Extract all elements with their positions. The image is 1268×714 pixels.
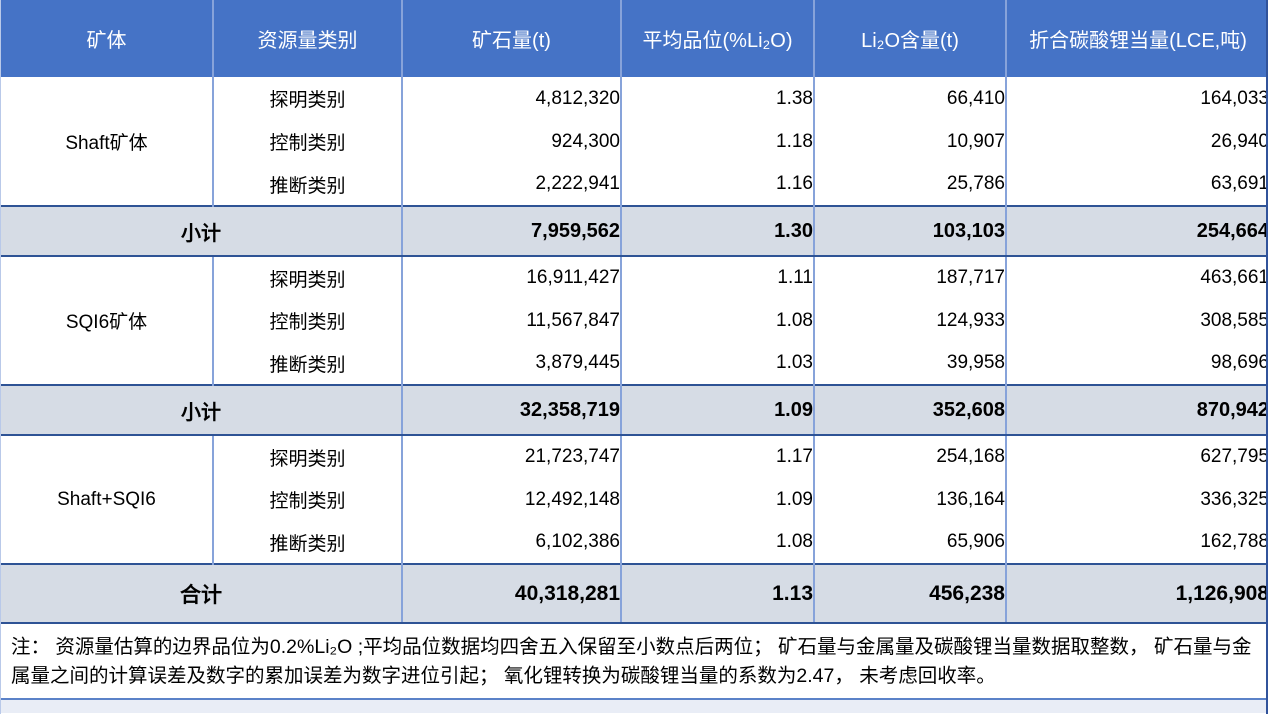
subtotal-li2o-content: 352,608 <box>813 384 1006 436</box>
table-row: SQI6矿体 探明类别 16,911,427 1.11 187,717 463,… <box>1 256 1266 385</box>
li2o-content-cell: 10,907 <box>813 120 1006 163</box>
subtotal-row: 小计 7,959,562 1.30 103,103 254,664 <box>1 205 1266 257</box>
table-row: Shaft矿体 探明类别 4,812,320 1.38 66,410 164,0… <box>1 77 1266 206</box>
orebody-cell: Shaft矿体 <box>1 77 213 206</box>
subtotal-grade: 1.09 <box>620 384 814 436</box>
subtotal-ore-tonnage: 7,959,562 <box>401 205 621 257</box>
subtotal-lce: 870,942 <box>1005 384 1266 436</box>
category-cell: 控制类别 <box>212 478 402 521</box>
subtotal-ore-tonnage: 32,358,719 <box>401 384 621 436</box>
category-cell: 探明类别 <box>212 77 402 120</box>
ore-tonnage-cell: 16,911,427 <box>401 256 621 299</box>
li2o-content-cell: 124,933 <box>813 299 1006 342</box>
col-header-orebody: 矿体 <box>1 0 213 77</box>
grand-total-grade: 1.13 <box>620 563 814 624</box>
subtotal-label: 小计 <box>1 384 402 436</box>
footnote-text: 注： 资源量估算的边界品位为0.2%Li₂O ;平均品位数据均四舍五入保留至小数… <box>1 624 1266 700</box>
lce-cell: 164,033 <box>1005 77 1266 120</box>
category-cell: 推断类别 <box>212 342 402 385</box>
category-cell: 探明类别 <box>212 435 402 478</box>
lce-cell: 63,691 <box>1005 163 1266 206</box>
ore-tonnage-cell: 12,492,148 <box>401 478 621 521</box>
lce-cell: 308,585 <box>1005 299 1266 342</box>
col-header-ore-tonnage: 矿石量(t) <box>401 0 621 77</box>
subtotal-grade: 1.30 <box>620 205 814 257</box>
grand-total-lce: 1,126,908 <box>1005 563 1266 624</box>
lce-cell: 463,661 <box>1005 256 1266 299</box>
li2o-content-cell: 136,164 <box>813 478 1006 521</box>
lce-cell: 627,795 <box>1005 435 1266 478</box>
category-cell: 探明类别 <box>212 256 402 299</box>
subtotal-row: 小计 32,358,719 1.09 352,608 870,942 <box>1 384 1266 436</box>
col-header-lce: 折合碳酸锂当量(LCE,吨) <box>1005 0 1266 77</box>
lce-cell: 98,696 <box>1005 342 1266 385</box>
category-cell: 推断类别 <box>212 163 402 206</box>
li2o-content-cell: 66,410 <box>813 77 1006 120</box>
grand-total-label: 合计 <box>1 563 402 624</box>
grade-cell: 1.08 <box>620 521 814 564</box>
resource-table: 矿体 资源量类别 矿石量(t) 平均品位(%Li₂O) Li₂O含量(t) 折合… <box>1 0 1266 624</box>
bottom-strip <box>1 699 1266 713</box>
grade-cell: 1.18 <box>620 120 814 163</box>
lce-cell: 26,940 <box>1005 120 1266 163</box>
col-header-li2o-content: Li₂O含量(t) <box>813 0 1006 77</box>
grade-cell: 1.11 <box>620 256 814 299</box>
category-cell: 控制类别 <box>212 120 402 163</box>
grand-total-li2o-content: 456,238 <box>813 563 1006 624</box>
li2o-content-cell: 39,958 <box>813 342 1006 385</box>
table-row: 推断类别 3,879,445 1.03 39,958 98,696 <box>1 342 1266 385</box>
grand-total-ore-tonnage: 40,318,281 <box>401 563 621 624</box>
grade-cell: 1.08 <box>620 299 814 342</box>
subtotal-lce: 254,664 <box>1005 205 1266 257</box>
subtotal-li2o-content: 103,103 <box>813 205 1006 257</box>
grade-cell: 1.16 <box>620 163 814 206</box>
table-row: Shaft+SQI6 探明类别 21,723,747 1.17 254,168 … <box>1 435 1266 564</box>
table-row: 推断类别 2,222,941 1.16 25,786 63,691 <box>1 163 1266 206</box>
table-row: 推断类别 6,102,386 1.08 65,906 162,788 <box>1 521 1266 564</box>
grand-total-row: 合计 40,318,281 1.13 456,238 1,126,908 <box>1 563 1266 624</box>
grade-cell: 1.17 <box>620 435 814 478</box>
orebody-cell: Shaft+SQI6 <box>1 435 213 564</box>
lce-cell: 336,325 <box>1005 478 1266 521</box>
grade-cell: 1.03 <box>620 342 814 385</box>
header-row: 矿体 资源量类别 矿石量(t) 平均品位(%Li₂O) Li₂O含量(t) 折合… <box>1 0 1266 77</box>
li2o-content-cell: 254,168 <box>813 435 1006 478</box>
category-cell: 控制类别 <box>212 299 402 342</box>
ore-tonnage-cell: 3,879,445 <box>401 342 621 385</box>
orebody-cell: SQI6矿体 <box>1 256 213 385</box>
ore-tonnage-cell: 11,567,847 <box>401 299 621 342</box>
table-row: 控制类别 11,567,847 1.08 124,933 308,585 <box>1 299 1266 342</box>
ore-tonnage-cell: 6,102,386 <box>401 521 621 564</box>
table-row: 控制类别 12,492,148 1.09 136,164 336,325 <box>1 478 1266 521</box>
table-row: 控制类别 924,300 1.18 10,907 26,940 <box>1 120 1266 163</box>
ore-tonnage-cell: 924,300 <box>401 120 621 163</box>
grade-cell: 1.38 <box>620 77 814 120</box>
col-header-resource-category: 资源量类别 <box>212 0 402 77</box>
category-cell: 推断类别 <box>212 521 402 564</box>
col-header-average-grade: 平均品位(%Li₂O) <box>620 0 814 77</box>
li2o-content-cell: 187,717 <box>813 256 1006 299</box>
subtotal-label: 小计 <box>1 205 402 257</box>
ore-tonnage-cell: 2,222,941 <box>401 163 621 206</box>
ore-tonnage-cell: 4,812,320 <box>401 77 621 120</box>
li2o-content-cell: 25,786 <box>813 163 1006 206</box>
grade-cell: 1.09 <box>620 478 814 521</box>
ore-tonnage-cell: 21,723,747 <box>401 435 621 478</box>
lce-cell: 162,788 <box>1005 521 1266 564</box>
li2o-content-cell: 65,906 <box>813 521 1006 564</box>
